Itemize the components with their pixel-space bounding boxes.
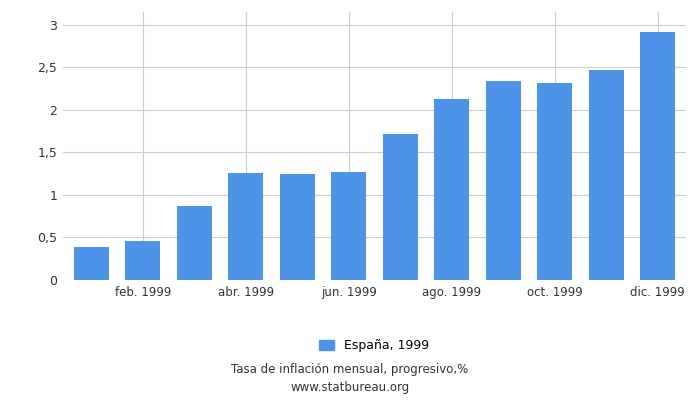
- Bar: [74, 247, 108, 280]
- Bar: [486, 81, 521, 280]
- Text: www.statbureau.org: www.statbureau.org: [290, 382, 410, 394]
- Legend: España, 1999: España, 1999: [314, 334, 435, 358]
- Bar: [125, 241, 160, 280]
- Bar: [331, 172, 366, 280]
- Bar: [383, 134, 418, 280]
- Bar: [537, 84, 572, 280]
- Bar: [177, 206, 212, 280]
- Bar: [640, 32, 676, 280]
- Bar: [434, 99, 469, 280]
- Bar: [589, 70, 624, 280]
- Bar: [280, 174, 315, 280]
- Bar: [228, 173, 263, 280]
- Text: Tasa de inflación mensual, progresivo,%: Tasa de inflación mensual, progresivo,%: [232, 364, 468, 376]
